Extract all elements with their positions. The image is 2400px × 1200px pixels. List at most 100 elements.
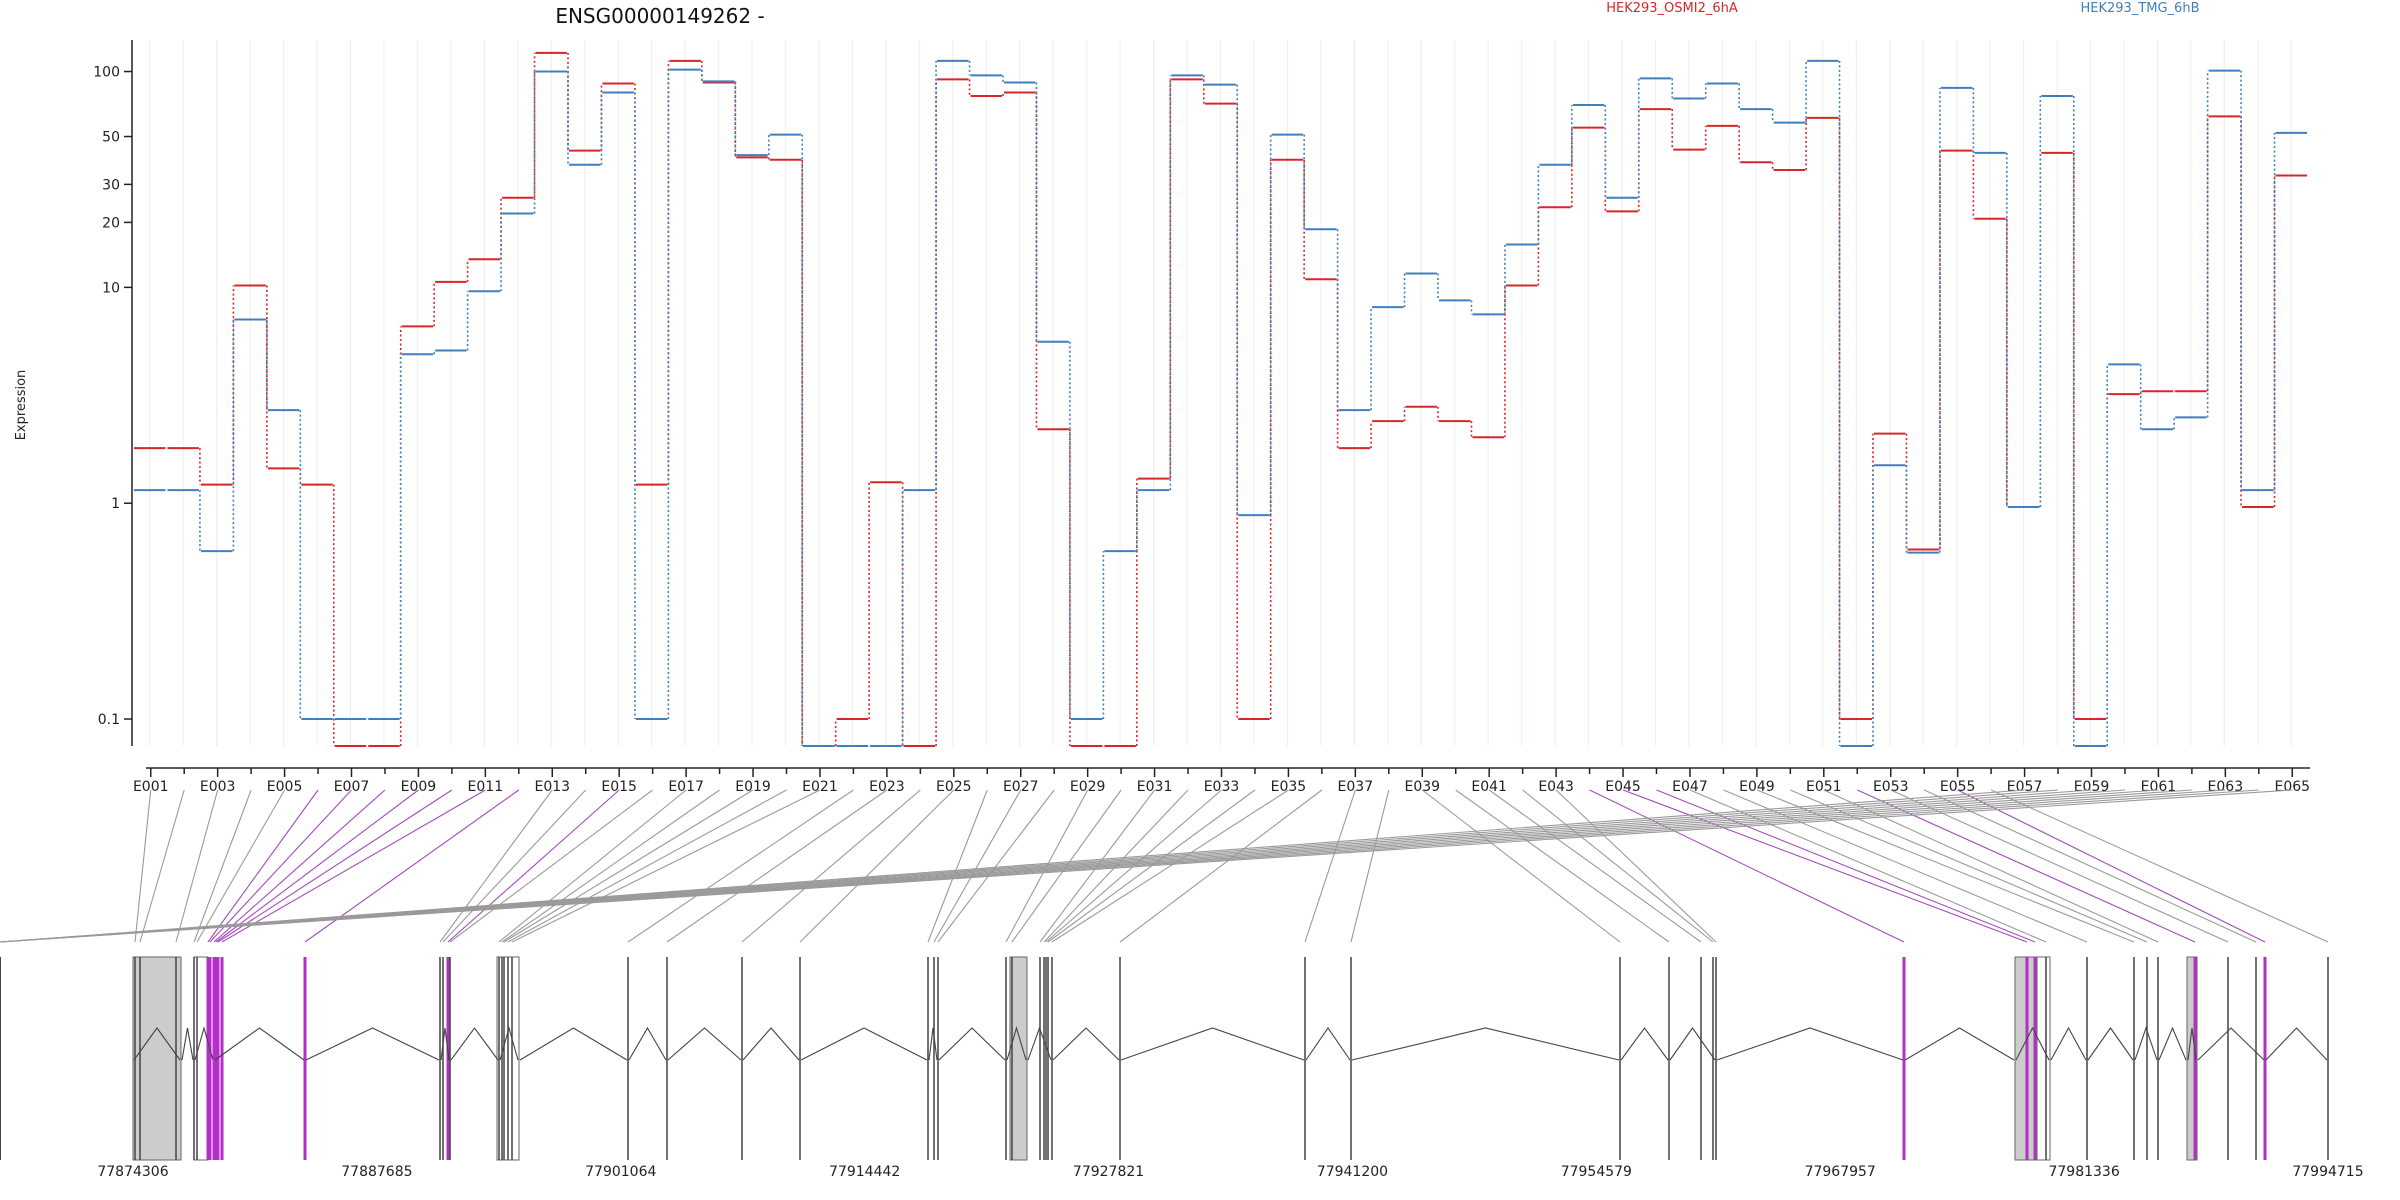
exon-connector bbox=[666, 789, 888, 943]
exon-connector bbox=[196, 789, 286, 943]
exon-connector bbox=[937, 789, 1055, 943]
exon-connector bbox=[449, 789, 653, 943]
intron-line bbox=[2050, 1026, 2087, 1061]
coordinate-label: 77994715 bbox=[2292, 1164, 2363, 1180]
legend-series-tmg: HEK293_TMG_6hB bbox=[2081, 1, 2200, 16]
series-lines bbox=[134, 51, 2307, 747]
x-tick-label: E021 bbox=[802, 779, 838, 795]
x-tick-label: E045 bbox=[1605, 779, 1641, 795]
gene-block bbox=[193, 956, 209, 1161]
exon-connector bbox=[217, 789, 453, 943]
x-tick-label: E037 bbox=[1338, 779, 1374, 795]
exon-connector bbox=[507, 789, 787, 943]
exon-connector bbox=[134, 789, 152, 943]
x-axis: E001 E003 E005 E007 E009 E011 E013 E015 E017 E019… bbox=[133, 767, 2310, 795]
exon-connector bbox=[511, 789, 821, 943]
y-tick-label: 20 bbox=[102, 215, 120, 231]
exon-connector bbox=[933, 789, 1022, 943]
x-tick-label: E043 bbox=[1538, 779, 1574, 795]
exon-connector bbox=[213, 789, 386, 943]
x-tick-label: E007 bbox=[334, 779, 370, 795]
x-tick-label: E041 bbox=[1471, 779, 1507, 795]
intron-line bbox=[2197, 1027, 2265, 1061]
exon-connector bbox=[627, 789, 854, 943]
exon-connector bbox=[207, 789, 319, 943]
intron-line bbox=[667, 1027, 742, 1061]
gene-block bbox=[132, 956, 182, 1161]
intron-line bbox=[2134, 1026, 2158, 1061]
y-tick-label: 1 bbox=[111, 496, 120, 512]
exon-connector bbox=[1488, 789, 1702, 943]
exon-connector bbox=[442, 789, 587, 943]
exon-connector bbox=[1857, 789, 2196, 943]
exon-connector bbox=[1823, 789, 2159, 943]
intron-line bbox=[1052, 1027, 1120, 1061]
gridlines bbox=[149, 40, 2292, 746]
chart-title: ENSG00000149262 - bbox=[555, 4, 764, 28]
legend-series-osmi2: HEK293_OSMI2_6hA bbox=[1606, 1, 1738, 16]
x-tick-label: E023 bbox=[869, 779, 905, 795]
intron-line bbox=[305, 1027, 440, 1061]
y-axis-label: Expression bbox=[14, 370, 29, 441]
coordinate-label: 77901064 bbox=[585, 1164, 656, 1180]
exon-connector bbox=[1656, 789, 2036, 943]
exon-connector bbox=[927, 789, 988, 943]
exon-connector bbox=[193, 789, 252, 943]
x-tick-label: E055 bbox=[1940, 779, 1976, 795]
coordinate-label: 77887685 bbox=[341, 1164, 412, 1180]
x-tick-label: E005 bbox=[267, 779, 303, 795]
intron-line bbox=[1716, 1027, 1904, 1061]
intron-line bbox=[214, 1027, 305, 1061]
intron-line bbox=[1351, 1027, 1620, 1061]
exon-connector bbox=[1990, 789, 2329, 943]
exon-connector bbox=[1304, 789, 1356, 943]
x-tick-label: E039 bbox=[1404, 779, 1440, 795]
intron-line bbox=[440, 1027, 450, 1061]
intron-line bbox=[2087, 1027, 2134, 1061]
x-tick-label: E003 bbox=[200, 779, 236, 795]
y-axis: 0.1 1 10 20 30 50 100 bbox=[93, 40, 133, 746]
exon-connector bbox=[1790, 789, 2148, 943]
intron-line bbox=[1669, 1027, 1716, 1061]
exon-connector bbox=[1957, 789, 2266, 943]
y-tick-label: 30 bbox=[102, 177, 120, 193]
x-tick-label: E017 bbox=[668, 779, 704, 795]
exon-connector bbox=[175, 789, 219, 943]
exon-connector bbox=[1421, 789, 1621, 943]
exon-connector bbox=[209, 789, 352, 943]
series-2 bbox=[134, 59, 2307, 747]
intron-line bbox=[194, 1025, 214, 1061]
y-tick-label: 100 bbox=[93, 65, 120, 81]
intron-line bbox=[800, 1027, 928, 1061]
intron-line bbox=[499, 1025, 519, 1061]
intron-line bbox=[1904, 1027, 2015, 1061]
intron-line bbox=[2265, 1027, 2328, 1061]
coordinate-label: 77927821 bbox=[1073, 1164, 1144, 1180]
exon-connector bbox=[447, 789, 620, 943]
intron-line bbox=[1620, 1027, 1669, 1061]
intron-line bbox=[1120, 1027, 1305, 1061]
x-tick-label: E015 bbox=[601, 779, 637, 795]
exon-connector bbox=[1923, 789, 2257, 943]
exon-connector bbox=[221, 789, 486, 943]
y-tick-label: 10 bbox=[102, 280, 120, 296]
intron-line bbox=[450, 1027, 499, 1061]
intron-line bbox=[1305, 1027, 1351, 1061]
gene-model bbox=[0, 956, 2329, 1161]
intron-line bbox=[519, 1027, 628, 1061]
x-tick-label: E065 bbox=[2274, 779, 2310, 795]
intron-line bbox=[181, 1027, 194, 1061]
x-tick-label: E029 bbox=[1070, 779, 1106, 795]
intron-line bbox=[938, 1027, 1006, 1061]
exon-connector bbox=[1455, 789, 1670, 943]
exon-connector bbox=[215, 789, 419, 943]
exon-connector bbox=[741, 789, 921, 943]
x-tick-label: E053 bbox=[1873, 779, 1909, 795]
x-tick-label: E049 bbox=[1739, 779, 1775, 795]
coordinate-label: 77874306 bbox=[97, 1164, 168, 1180]
exon-connector bbox=[439, 789, 553, 943]
intron-line bbox=[628, 1026, 667, 1061]
gene-block bbox=[1009, 956, 1028, 1161]
x-tick-label: E033 bbox=[1204, 779, 1240, 795]
